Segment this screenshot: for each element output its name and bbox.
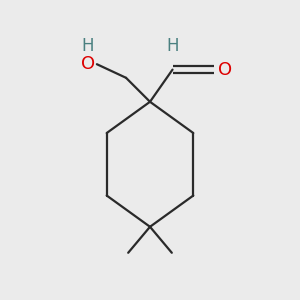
Text: O: O — [218, 61, 232, 79]
Text: H: H — [166, 38, 179, 56]
Text: H: H — [82, 38, 94, 56]
Text: O: O — [81, 55, 95, 73]
